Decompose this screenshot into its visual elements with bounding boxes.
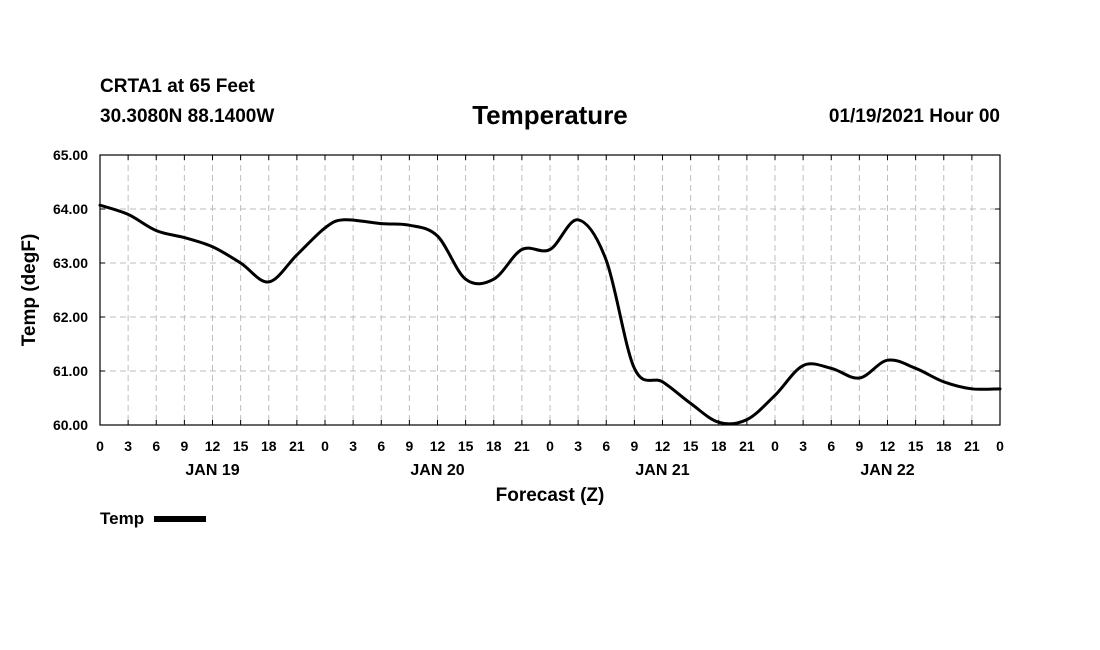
- x-tick-label: 15: [683, 438, 699, 454]
- day-label: JAN 21: [635, 462, 689, 479]
- x-tick-label: 9: [405, 438, 413, 454]
- x-tick-label: 21: [964, 438, 980, 454]
- x-tick-label: 3: [349, 438, 357, 454]
- x-tick-label: 6: [152, 438, 160, 454]
- x-tick-label: 3: [799, 438, 807, 454]
- x-tick-label: 21: [289, 438, 305, 454]
- x-tick-label: 0: [546, 438, 554, 454]
- day-label: JAN 19: [185, 462, 239, 479]
- y-tick-label: 65.00: [53, 147, 88, 163]
- x-tick-label: 18: [936, 438, 952, 454]
- x-tick-label: 3: [574, 438, 582, 454]
- y-tick-label: 64.00: [53, 201, 88, 217]
- x-tick-label: 0: [996, 438, 1004, 454]
- station-label: CRTA1 at 65 Feet: [100, 76, 255, 97]
- x-tick-label: 0: [96, 438, 104, 454]
- day-label: JAN 22: [860, 462, 914, 479]
- x-tick-label: 12: [430, 438, 446, 454]
- x-tick-label: 15: [233, 438, 249, 454]
- x-tick-label: 9: [855, 438, 863, 454]
- x-tick-label: 21: [739, 438, 755, 454]
- x-tick-label: 6: [602, 438, 610, 454]
- y-tick-label: 60.00: [53, 417, 88, 433]
- x-tick-label: 9: [630, 438, 638, 454]
- y-tick-label: 63.00: [53, 255, 88, 271]
- x-tick-label: 12: [205, 438, 221, 454]
- coordinates-label: 30.3080N 88.1400W: [100, 106, 275, 127]
- x-tick-label: 12: [880, 438, 896, 454]
- x-tick-label: 15: [458, 438, 474, 454]
- x-tick-label: 18: [711, 438, 727, 454]
- x-tick-label: 15: [908, 438, 924, 454]
- chart-title: Temperature: [472, 100, 628, 130]
- legend-label: Temp: [100, 509, 145, 528]
- x-tick-label: 6: [827, 438, 835, 454]
- legend-line-swatch: [154, 516, 207, 522]
- x-tick-label: 6: [377, 438, 385, 454]
- x-axis-label: Forecast (Z): [496, 485, 605, 506]
- x-tick-label: 0: [771, 438, 779, 454]
- day-label: JAN 20: [410, 462, 464, 479]
- x-tick-label: 21: [514, 438, 530, 454]
- run-time-label: 01/19/2021 Hour 00: [828, 106, 1000, 127]
- y-axis-label: Temp (degF): [19, 234, 40, 347]
- y-tick-label: 61.00: [53, 363, 88, 379]
- series-line-temp: [98, 203, 1002, 426]
- y-tick-label: 62.00: [53, 309, 88, 325]
- x-tick-label: 3: [124, 438, 132, 454]
- legend: Temp: [100, 509, 207, 529]
- plot-frame: [99, 154, 1001, 426]
- x-tick-label: 9: [180, 438, 188, 454]
- x-tick-label: 18: [261, 438, 277, 454]
- x-tick-label: 0: [321, 438, 329, 454]
- x-tick-label: 12: [655, 438, 671, 454]
- x-tick-label: 18: [486, 438, 502, 454]
